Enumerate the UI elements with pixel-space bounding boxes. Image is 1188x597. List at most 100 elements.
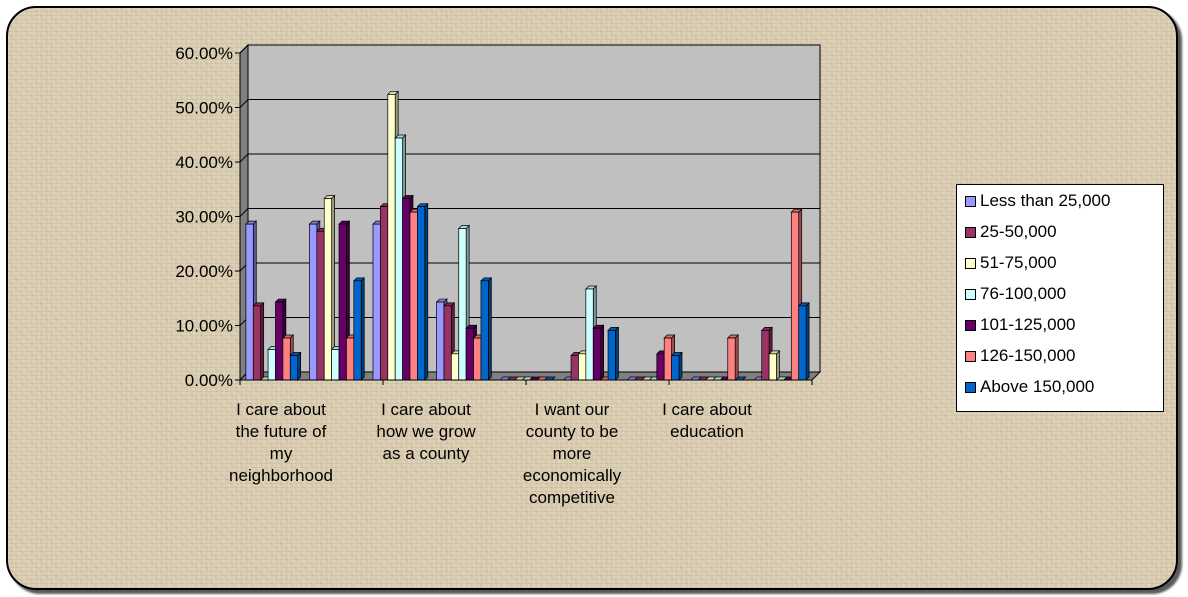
legend: Less than 25,000 25-50,000 51-75,000 76-100… — [956, 184, 1164, 412]
bar-front — [473, 337, 482, 381]
y-tick-label: 60.00% — [175, 44, 233, 63]
legend-label: 51-75,000 — [980, 253, 1057, 272]
bar-front — [380, 206, 389, 381]
bar-front — [480, 280, 489, 381]
bar-side — [600, 324, 605, 381]
legend-label: 25-50,000 — [980, 222, 1057, 241]
legend-swatch — [965, 381, 976, 393]
legend-item: Less than 25,000 — [965, 189, 1110, 213]
category-label: I want our county to be more economically co… — [523, 400, 622, 507]
bar — [670, 351, 683, 381]
bar-front — [394, 137, 403, 381]
bar — [252, 302, 265, 381]
legend-swatch — [965, 195, 976, 207]
y-tick-label: 30.00% — [175, 208, 233, 227]
legend-label: Above 150,000 — [980, 377, 1095, 396]
bar-front — [346, 337, 355, 381]
bar-front — [252, 305, 262, 381]
bar-side — [776, 349, 780, 381]
legend-label: 101-125,000 — [980, 315, 1076, 334]
bar-side — [487, 276, 492, 381]
bar — [592, 324, 605, 381]
gridline-side — [239, 44, 249, 54]
bar-front — [417, 206, 426, 381]
bar-side — [734, 334, 739, 381]
bar — [289, 351, 302, 381]
bar-front — [436, 301, 445, 381]
bar-side — [297, 351, 302, 381]
bar-front — [323, 198, 332, 381]
bar-front — [316, 230, 325, 381]
legend-item: 76-100,000 — [965, 282, 1066, 306]
bar-front — [607, 330, 616, 381]
legend-item: 126-150,000 — [965, 344, 1075, 368]
legend-label: 76-100,000 — [980, 284, 1067, 303]
bar-front — [353, 280, 362, 381]
bar-front — [289, 355, 299, 381]
bar-front — [372, 223, 381, 381]
bar-front — [465, 327, 474, 381]
y-tick-label: 40.00% — [175, 153, 233, 172]
bar-front — [798, 305, 807, 381]
bar-front — [663, 337, 672, 381]
gridline-side — [239, 99, 249, 108]
bars-group — [245, 90, 810, 381]
y-tick-label: 20.00% — [175, 262, 233, 281]
bar-side — [615, 326, 619, 381]
bar — [797, 302, 810, 381]
bar-front — [387, 94, 396, 381]
bar-front — [768, 353, 777, 381]
bar-side — [360, 276, 365, 381]
legend-item: Above 150,000 — [965, 375, 1094, 399]
legend-item: 25-50,000 — [965, 220, 1057, 244]
bar-front — [409, 211, 418, 381]
bar-front — [761, 330, 770, 381]
gridline-side — [239, 208, 249, 217]
bar-front — [450, 353, 460, 381]
bar-front — [245, 223, 254, 381]
y-tick-label: 0.00% — [185, 371, 233, 390]
legend-swatch — [965, 226, 976, 238]
bar-front — [309, 223, 318, 381]
bar-side — [678, 351, 683, 381]
y-axis: 0.00% 10.00% 20.00% 30.00% 40.00% 50.00% 60.00… — [175, 44, 812, 390]
bar-front — [585, 288, 594, 381]
bar-side — [805, 302, 810, 381]
legend-label: 126-150,000 — [980, 346, 1076, 365]
bar — [726, 334, 740, 381]
legend-swatch — [965, 350, 976, 362]
x-axis: I care about the future of my neighborhood I… — [229, 380, 813, 507]
bar-front — [570, 355, 579, 381]
bar-front — [267, 349, 276, 381]
gridline-side — [239, 153, 249, 163]
bar-front — [282, 337, 291, 381]
bar-front — [458, 228, 467, 381]
bar-front — [790, 211, 800, 381]
bar-front — [656, 353, 665, 381]
bar — [416, 202, 429, 381]
legend-item: 101-125,000 — [965, 313, 1075, 337]
bar-side — [260, 302, 265, 381]
bar-front — [671, 355, 680, 381]
y-tick-label: 50.00% — [175, 99, 233, 118]
bar — [607, 326, 620, 381]
bar-front — [727, 337, 736, 381]
bar-front — [578, 353, 587, 381]
legend-swatch — [965, 288, 976, 300]
bar — [352, 276, 366, 381]
bar-front — [592, 327, 602, 381]
legend-swatch — [965, 257, 976, 269]
bar — [768, 349, 781, 381]
bar-front — [443, 305, 452, 381]
bar-side — [424, 202, 429, 381]
legend-swatch — [965, 319, 976, 331]
y-tick-label: 10.00% — [175, 317, 233, 336]
bar-front — [275, 301, 284, 381]
bar-front — [331, 349, 340, 381]
category-label: I care about the future of my neighborhood — [229, 400, 333, 485]
legend-label: Less than 25,000 — [980, 191, 1111, 210]
legend-item: 51-75,000 — [965, 251, 1057, 275]
category-label: I care about education — [662, 400, 752, 441]
bar-front — [402, 198, 411, 381]
